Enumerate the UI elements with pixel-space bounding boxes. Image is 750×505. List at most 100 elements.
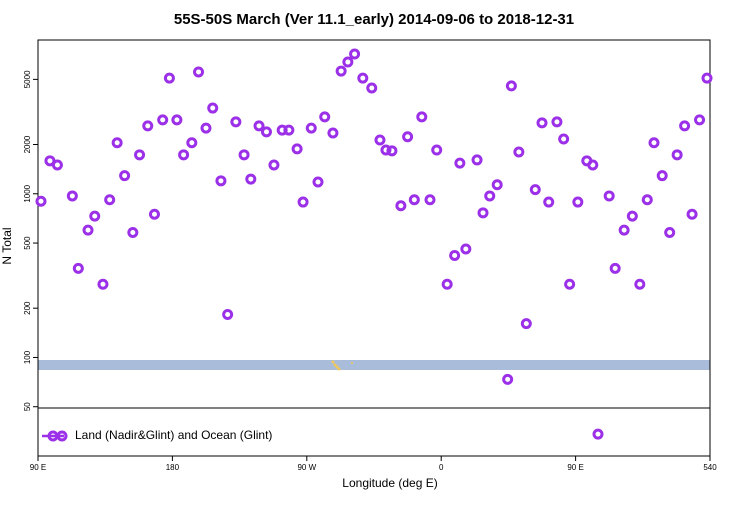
point [342,56,354,68]
point [35,195,47,207]
point [543,196,555,208]
point [157,114,169,126]
y-tick-label: 200 [23,301,32,315]
point [609,262,621,274]
x-tick-label: 90 E [30,463,46,472]
point [260,126,272,138]
point [357,72,369,84]
point [701,72,713,84]
point [366,82,378,94]
point [142,120,154,132]
point [119,170,131,182]
point [395,200,407,212]
point [222,308,234,320]
point [380,144,392,156]
point [111,137,123,149]
point [163,72,175,84]
x-axis-label: Longitude (deg E) [342,476,437,490]
point [171,114,183,126]
point [134,149,146,161]
point [618,224,630,236]
point [449,249,461,261]
x-tick-label: 180 [166,463,180,472]
point [626,210,638,222]
point [238,149,250,161]
point [484,190,496,202]
point [127,226,139,238]
point [386,145,398,157]
point [291,143,303,155]
point [564,278,576,290]
point [253,120,265,132]
point [536,117,548,129]
point [297,196,309,208]
point [431,144,443,156]
point [416,111,428,123]
legend-label: Land (Nadir&Glint) and Ocean (Glint) [75,428,272,442]
y-tick-label: 5000 [23,70,32,88]
x-tick-label: 540 [703,463,717,472]
point [327,127,339,139]
point [592,428,604,440]
y-axis-label: N Total [0,227,14,264]
point [664,226,676,238]
x-tick-label: 90 W [297,463,316,472]
point [200,122,212,134]
point [319,111,331,123]
plot-frame [37,39,711,457]
point [634,278,646,290]
point [454,157,466,169]
point [558,133,570,145]
point [335,65,347,77]
point [89,210,101,222]
point [641,194,653,206]
point [374,134,386,146]
point [572,196,584,208]
point [305,122,317,134]
chart-title: 55S-50S March (Ver 11.1_early) 2014-09-0… [174,11,574,28]
point [460,243,472,255]
point [66,190,78,202]
point [471,154,483,166]
point [502,373,514,385]
point [694,114,706,126]
point [513,146,525,158]
point [207,102,219,114]
point [648,137,660,149]
x-tick-label: 0 [439,463,444,472]
point [193,66,205,78]
point [312,176,324,188]
y-tick-label: 2000 [23,135,32,153]
point [186,137,198,149]
point [441,278,453,290]
y-tick-label: 500 [23,236,32,250]
point [551,116,563,128]
ocean-band [38,360,710,370]
point [51,159,63,171]
point [679,120,691,132]
point [424,194,436,206]
point [587,159,599,171]
x-tick-label: 90 E [567,463,583,472]
point [520,318,532,330]
point [603,190,615,202]
point [230,116,242,128]
point [491,179,503,191]
point [245,173,257,185]
point [283,124,295,136]
point [349,48,361,60]
point [408,194,420,206]
point [72,262,84,274]
point [215,175,227,187]
point [656,170,668,182]
y-tick-label: 1000 [23,184,32,202]
legend-marker [56,430,68,442]
point [97,278,109,290]
point [686,208,698,220]
y-tick-label: 100 [23,350,32,364]
point [477,207,489,219]
y-tick-label: 50 [23,402,32,411]
point [82,224,94,236]
